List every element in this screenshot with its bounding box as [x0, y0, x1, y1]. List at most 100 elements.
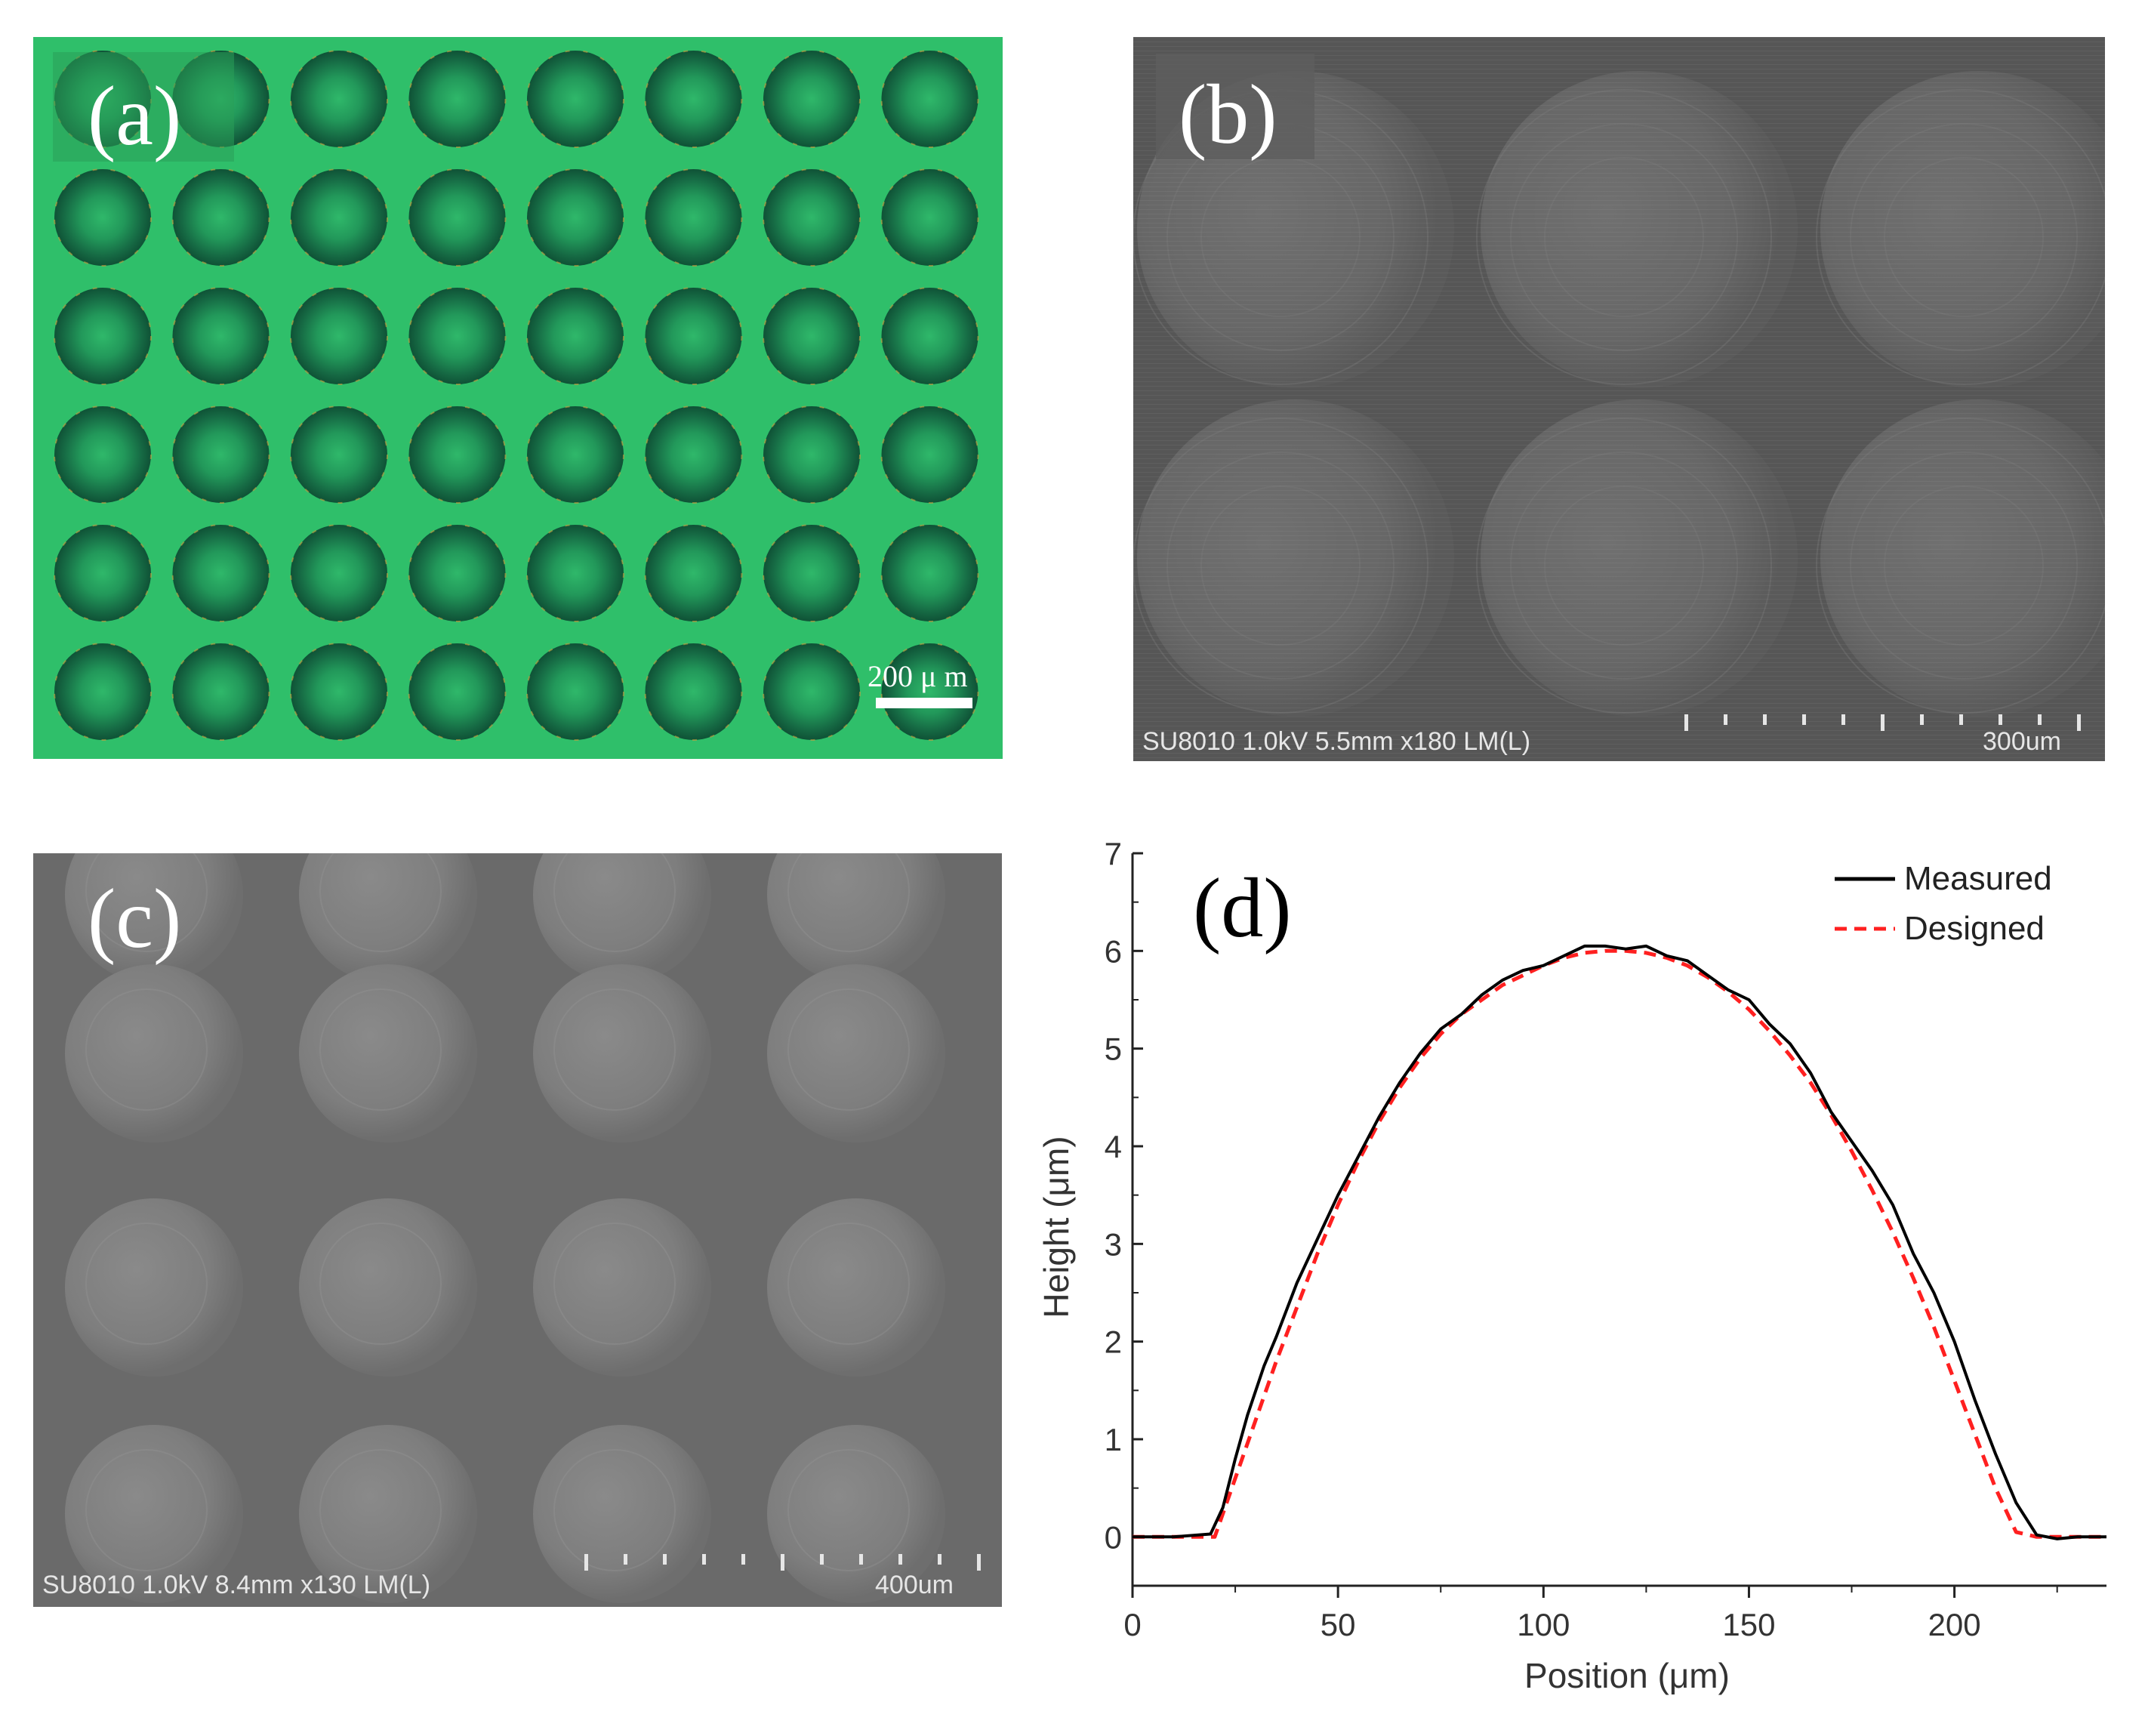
microlens-dome: [299, 964, 477, 1142]
microlens-dot: [291, 525, 387, 621]
microlens-dot: [291, 169, 387, 266]
scale-tick: [1920, 714, 1924, 725]
scale-tick: [1999, 714, 2002, 725]
microlens-dot: [881, 51, 978, 147]
panel-label-d: (d): [1193, 862, 1292, 955]
microlens-dot: [54, 643, 151, 740]
microlens-dot: [54, 525, 151, 621]
microlens-dot: [527, 288, 624, 384]
microlens-dome: [299, 853, 477, 984]
panel-c-sem-image: (c) SU8010 1.0kV 8.4mm x130 LM(L) 400um: [33, 853, 1002, 1607]
sem-image-c: (c) SU8010 1.0kV 8.4mm x130 LM(L) 400um: [42, 853, 981, 1603]
sem-info-c: SU8010 1.0kV 8.4mm x130 LM(L): [42, 1571, 430, 1599]
scale-tick: [898, 1554, 902, 1565]
label-b-backdrop: [1156, 54, 1314, 159]
scale-tick: [781, 1554, 784, 1571]
microlens-dot: [172, 169, 270, 266]
microlens-dot: [408, 525, 506, 621]
sem-image-b: (b) SU8010 1.0kV 5.5mm x180 LM(L) 300um: [1133, 37, 2105, 761]
y-tick-label: 5: [1105, 1031, 1122, 1067]
microlens-dot: [881, 406, 978, 503]
chart-axes: [1131, 853, 2106, 1587]
scale-tick: [2077, 714, 2081, 731]
microlens-dot: [645, 288, 742, 384]
scale-tick: [624, 1554, 627, 1565]
microlens-dot: [527, 51, 624, 147]
microlens-dot: [881, 169, 978, 266]
y-tick-label: 3: [1105, 1226, 1122, 1262]
scale-tick: [859, 1554, 863, 1565]
scale-tick: [1959, 714, 1963, 725]
scale-tick: [820, 1554, 824, 1565]
y-tick-labels: 0 1 2 3 4 5 6 7: [1105, 836, 1143, 1555]
microlens-dome: [767, 1198, 945, 1377]
scale-tick: [938, 1554, 941, 1565]
scale-tick: [977, 1554, 981, 1571]
microlens-dot: [527, 643, 624, 740]
microlens-dot: [645, 406, 742, 503]
label-a-backdrop: [53, 52, 234, 162]
microlens-dot: [763, 288, 860, 384]
x-axis-label: Position (μm): [1524, 1656, 1730, 1695]
microlens-dot: [645, 169, 742, 266]
microlens-dot: [172, 643, 270, 740]
legend-label-measured: Measured: [1904, 860, 2052, 897]
sem-scale-b: 300um: [1983, 727, 2061, 756]
microlens-dot: [881, 525, 978, 621]
microlens-dot: [291, 51, 387, 147]
microlens-dot: [172, 525, 270, 621]
scale-tick: [1724, 714, 1727, 725]
microlens-dome: [65, 1425, 243, 1603]
microlens-dot: [291, 643, 387, 740]
scale-tick: [1802, 714, 1806, 725]
microlens-dome: [299, 1425, 477, 1603]
scale-tick: [702, 1554, 706, 1565]
sem-info-b: SU8010 1.0kV 5.5mm x180 LM(L): [1142, 727, 1530, 756]
x-tick-label: 200: [1928, 1607, 1981, 1642]
scale-tick: [1763, 714, 1767, 725]
microlens-dot: [763, 51, 860, 147]
scale-ticks-b: [1684, 714, 2081, 731]
legend-label-designed: Designed: [1904, 910, 2045, 947]
microlens-dot: [291, 406, 387, 503]
scale-ticks-c: [584, 1554, 981, 1571]
microlens-dot: [763, 169, 860, 266]
microlens-dot: [527, 406, 624, 503]
sem-scale-c: 400um: [875, 1571, 954, 1599]
microlens-dot: [763, 643, 860, 740]
x-tick-labels: 0 50 100 150 200: [1123, 1586, 2058, 1642]
x-tick-label: 100: [1517, 1607, 1570, 1642]
x-tick-label: 0: [1123, 1607, 1141, 1642]
microlens-dot: [645, 525, 742, 621]
y-axis-label: Height (μm): [1037, 1136, 1076, 1318]
microlens-dome: [533, 1425, 711, 1603]
y-tick-label: 1: [1105, 1422, 1122, 1457]
microlens-dome: [533, 853, 711, 984]
y-tick-label: 2: [1105, 1324, 1122, 1360]
microlens-dome: [767, 853, 945, 984]
scale-tick: [1684, 714, 1688, 731]
microlens-dot: [881, 643, 978, 740]
scale-bar-label: 200 μ m: [868, 659, 968, 693]
y-tick-label: 7: [1105, 836, 1122, 871]
microlens-dot: [408, 169, 506, 266]
microlens-dot: [54, 406, 151, 503]
panel-label-a: (a): [88, 69, 181, 163]
microlens-dot: [408, 643, 506, 740]
optical-micrograph-image: (a) 200 μ m: [53, 50, 979, 741]
microlens-dot: [291, 288, 387, 384]
chart-legend: Measured Designed: [1835, 860, 2052, 947]
scale-tick: [1881, 714, 1885, 731]
y-tick-label: 0: [1105, 1519, 1122, 1555]
microlens-dome: [65, 1198, 243, 1377]
microlens-dome: [299, 1198, 477, 1377]
panel-b-sem-image: (b) SU8010 1.0kV 5.5mm x180 LM(L) 300um: [1133, 37, 2105, 761]
x-tick-label: 150: [1722, 1607, 1775, 1642]
microlens-dot: [172, 288, 270, 384]
series-line-designed: [1133, 948, 2106, 1539]
chart-series: [1133, 944, 2106, 1540]
y-tick-label: 6: [1105, 933, 1122, 969]
microlens-dome: [65, 853, 243, 984]
